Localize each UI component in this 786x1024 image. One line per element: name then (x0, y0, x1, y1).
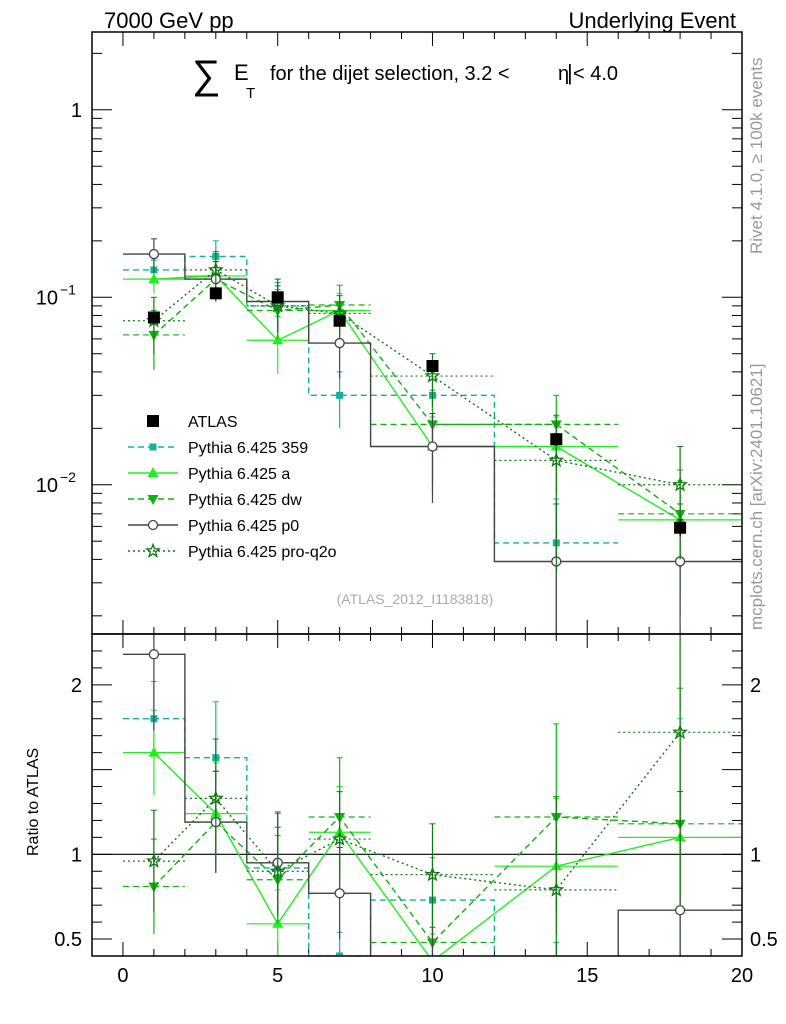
point-pq2o (548, 881, 565, 897)
legend-item-pdw: Pythia 6.425 dw (128, 492, 302, 509)
point-pq2o (145, 852, 162, 868)
point-p359 (553, 973, 560, 980)
ratio-y-tick-label: 0.5 (54, 929, 82, 951)
point-atlas (550, 433, 563, 446)
point-atlas (333, 314, 346, 327)
ratio-y-tick-label: 2 (71, 675, 82, 697)
legend-marker (149, 443, 157, 451)
legend-label: Pythia 6.425 dw (188, 492, 302, 509)
main-y-tick-label: 10 (36, 475, 58, 497)
point-pp0 (552, 985, 561, 994)
point-atlas (209, 287, 222, 300)
point-pq2o (207, 790, 224, 806)
main-y-tick-exponent: −2 (60, 469, 76, 485)
legend-marker (147, 415, 159, 427)
title-selection: for the dijet selection, 3.2 < (270, 63, 510, 85)
point-atlas (271, 291, 284, 304)
rivet-version-label: Rivet 4.1.0, ≥ 100k events (747, 58, 766, 254)
legend-item-pa: Pythia 6.425 a (128, 466, 290, 483)
x-tick-label: 10 (421, 965, 443, 987)
mcplots-label: mcplots.cern.ch [arXiv:2401.10621] (747, 364, 766, 630)
series-pq2o (122, 634, 742, 956)
main-y-tick-exponent: −1 (60, 281, 76, 297)
plot-title: ∑ E T for the dijet selection, 3.2 < η |… (192, 53, 618, 102)
point-p359 (336, 391, 344, 399)
ratio-y-tick-label-right: 1 (750, 844, 761, 866)
point-pp0 (334, 888, 345, 899)
series-line-pdw (153, 815, 681, 944)
series-line-pa (153, 752, 681, 956)
main-y-tick-label: 10 (36, 287, 58, 309)
legend-item-p359: Pythia 6.425 359 (128, 440, 308, 457)
point-pq2o (672, 476, 689, 492)
series-line-pa (153, 275, 681, 521)
legend-label: Pythia 6.425 p0 (188, 518, 299, 535)
point-pp0 (148, 248, 160, 260)
legend-label: Pythia 6.425 pro-q2o (188, 544, 337, 561)
main-axis-ticks: 110−110−2 (36, 52, 742, 617)
main-series (122, 238, 742, 634)
legend-label: Pythia 6.425 a (188, 466, 290, 483)
title-eta: η (558, 63, 569, 85)
point-p359 (336, 952, 344, 956)
point-pq2o (269, 297, 286, 313)
point-pp0 (427, 441, 438, 452)
title-upper: < 4.0 (573, 63, 618, 85)
point-atlas (426, 360, 439, 373)
point-pp0 (148, 649, 160, 660)
title-e-letter: E (234, 60, 249, 85)
point-pp0 (674, 905, 686, 916)
point-pq2o (331, 830, 348, 846)
ratio-y-tick-label-right: 2 (750, 675, 761, 697)
ratio-series (122, 634, 742, 994)
series-line-pp0 (123, 253, 742, 563)
ratio-axis-ticks: 2 2 1 1 0.5 0.5 (54, 633, 778, 957)
x-tick-label: 15 (576, 965, 598, 987)
title-subscript: T (246, 85, 255, 102)
ratio-frame (91, 633, 743, 957)
legend-label: ATLAS (188, 414, 238, 431)
legend-marker (147, 495, 159, 505)
point-pa (272, 334, 284, 345)
x-tick-label: 5 (272, 965, 283, 987)
analysis-ref: (ATLAS_2012_I1183818) (337, 591, 494, 607)
point-atlas (674, 521, 687, 534)
legend-marker (145, 542, 161, 558)
point-pq2o (207, 261, 224, 277)
series-atlas (147, 287, 687, 537)
legend-marker (147, 519, 159, 531)
point-pq2o (424, 367, 441, 383)
x-tick-label: 0 (117, 965, 128, 987)
legend: ATLAS Pythia 6.425 359 Pythia 6.425 a Pythi… (128, 414, 337, 561)
legend-item-pq2o: Pythia 6.425 pro-q2o (128, 542, 337, 561)
point-pa (148, 273, 160, 284)
point-pq2o (548, 451, 565, 468)
legend-item-atlas: ATLAS (147, 414, 238, 431)
legend-marker (147, 467, 159, 477)
main-y-tick-label: 1 (71, 100, 82, 122)
point-pa (148, 746, 160, 757)
point-pq2o (424, 866, 441, 882)
header-topic: Underlying Event (568, 8, 736, 33)
ratio-y-tick-label-right: 0.5 (750, 929, 778, 951)
point-atlas (147, 311, 160, 324)
legend-item-pp0: Pythia 6.425 p0 (128, 518, 299, 535)
point-pq2o (672, 723, 689, 740)
legend-label: Pythia 6.425 359 (188, 440, 308, 457)
header-energy: 7000 GeV pp (104, 8, 234, 33)
ratio-axis-title: Ratio to ATLAS (25, 748, 42, 856)
point-pp0 (334, 337, 345, 349)
point-pq2o (269, 862, 286, 878)
title-sum-symbol: ∑ (192, 53, 221, 97)
series-p359 (123, 680, 560, 980)
title-abs-bar: | (567, 60, 573, 85)
x-tick-label: 20 (731, 965, 753, 987)
ratio-y-tick-label: 1 (71, 844, 82, 866)
